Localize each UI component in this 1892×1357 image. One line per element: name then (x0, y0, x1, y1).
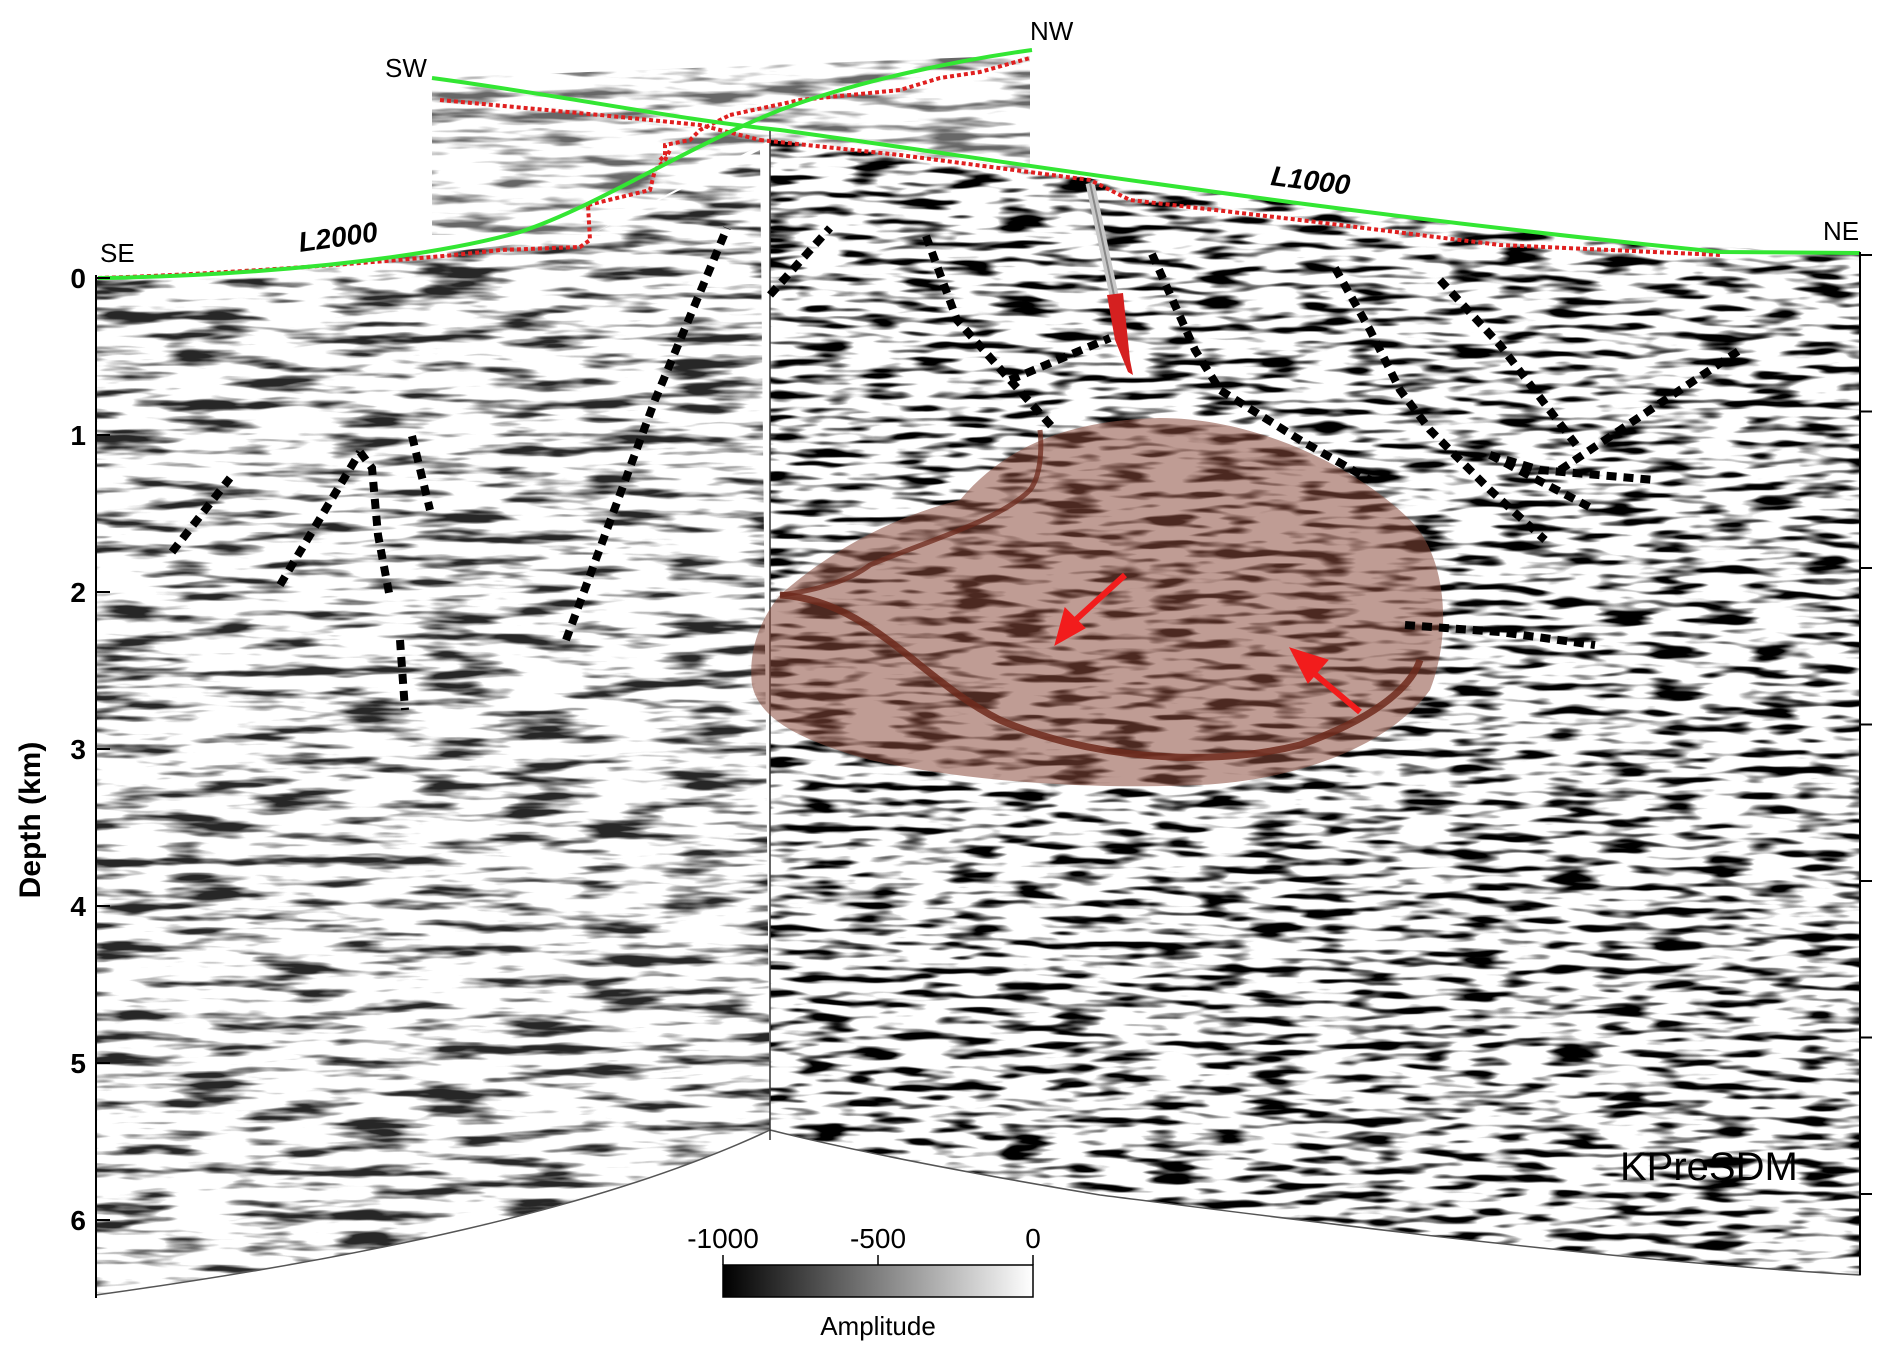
colorbar-tick-label: -500 (850, 1223, 906, 1254)
label-ne: NE (1823, 216, 1859, 246)
label-l1000: L1000 (1269, 160, 1352, 200)
fault-lines (168, 225, 1743, 711)
colorbar-title: Amplitude (820, 1311, 936, 1341)
surface-line-l2000 (97, 48, 1033, 280)
arrow-lower-head (1289, 647, 1329, 684)
arrow-upper-head (1054, 607, 1086, 647)
flow-arrows (1054, 572, 1362, 715)
label-se: SE (100, 238, 135, 268)
colorbar-tick-label: -1000 (687, 1223, 759, 1254)
depth-axis-label: Depth (km) (14, 742, 47, 899)
seismic-panel-l2000 (96, 150, 770, 1295)
colorbar-tick-label: 0 (1025, 1223, 1041, 1254)
colorbar-gradient (722, 1264, 1034, 1298)
depth-tick-label: 0 (70, 263, 86, 294)
depth-axis: 0 1 2 3 4 5 6 Depth (km) (14, 263, 110, 1298)
depth-tick-label: 6 (70, 1205, 86, 1236)
arrow-upper (1067, 572, 1128, 628)
surface-lines (97, 48, 1861, 280)
label-l2000: L2000 (297, 216, 380, 258)
surface-line-l1000 (431, 76, 1861, 255)
borehole (1085, 182, 1133, 375)
panel-outline (95, 255, 1861, 1296)
label-sw: SW (385, 53, 427, 83)
depth-tick-label: 3 (70, 734, 86, 765)
right-axis (1859, 252, 1872, 1275)
label-nw: NW (1030, 16, 1074, 46)
arrow-lower (1308, 667, 1362, 715)
depth-tick-label: 5 (70, 1048, 86, 1079)
label-method: KPreSDM (1620, 1145, 1798, 1189)
depth-tick-label: 4 (70, 891, 86, 922)
depth-tick-label: 2 (70, 577, 86, 608)
depth-tick-label: 1 (70, 420, 86, 451)
colorbar: -1000 -500 0 Amplitude (687, 1223, 1041, 1341)
